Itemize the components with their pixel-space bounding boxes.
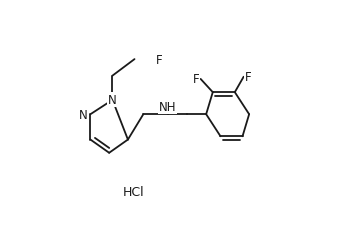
Text: N: N: [79, 108, 88, 121]
Text: N: N: [108, 94, 117, 107]
Text: F: F: [193, 73, 200, 86]
Text: NH: NH: [159, 101, 176, 114]
Text: F: F: [155, 53, 162, 66]
Text: HCl: HCl: [122, 185, 144, 198]
Text: F: F: [245, 71, 251, 84]
